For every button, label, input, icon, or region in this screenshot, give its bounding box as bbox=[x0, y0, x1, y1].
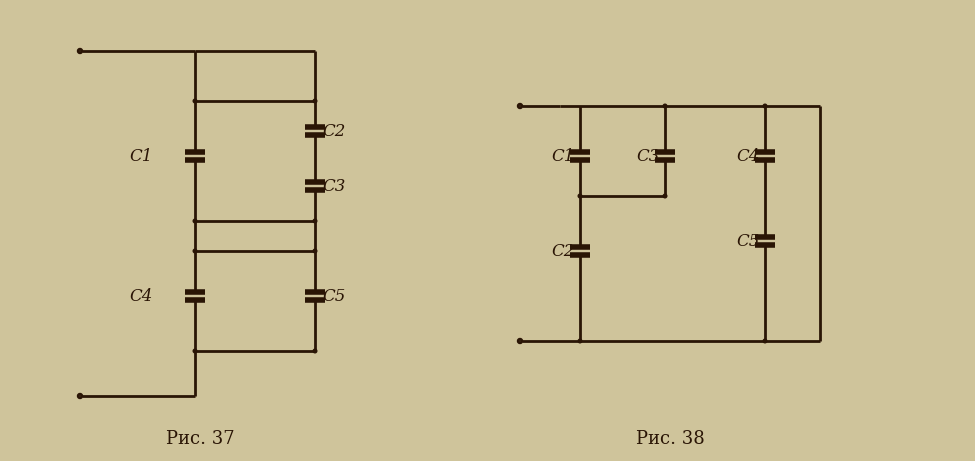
Text: C4: C4 bbox=[130, 288, 153, 305]
Circle shape bbox=[193, 219, 197, 223]
Circle shape bbox=[578, 194, 582, 198]
Text: C1: C1 bbox=[130, 148, 153, 165]
Circle shape bbox=[313, 99, 317, 103]
Circle shape bbox=[663, 104, 667, 108]
Circle shape bbox=[578, 339, 582, 343]
Circle shape bbox=[313, 249, 317, 253]
Text: C2: C2 bbox=[552, 242, 575, 260]
Circle shape bbox=[193, 249, 197, 253]
Text: C3: C3 bbox=[637, 148, 660, 165]
Text: C4: C4 bbox=[737, 148, 760, 165]
Circle shape bbox=[193, 349, 197, 353]
Circle shape bbox=[313, 219, 317, 223]
Text: C5: C5 bbox=[737, 232, 760, 249]
Circle shape bbox=[763, 339, 766, 343]
Text: Рис. 38: Рис. 38 bbox=[636, 430, 704, 448]
Circle shape bbox=[193, 99, 197, 103]
Text: C3: C3 bbox=[322, 177, 345, 195]
Text: C1: C1 bbox=[552, 148, 575, 165]
Circle shape bbox=[763, 104, 766, 108]
Text: C2: C2 bbox=[322, 123, 345, 140]
Circle shape bbox=[313, 349, 317, 353]
Circle shape bbox=[663, 194, 667, 198]
Text: C5: C5 bbox=[322, 288, 345, 305]
Text: Рис. 37: Рис. 37 bbox=[166, 430, 234, 448]
